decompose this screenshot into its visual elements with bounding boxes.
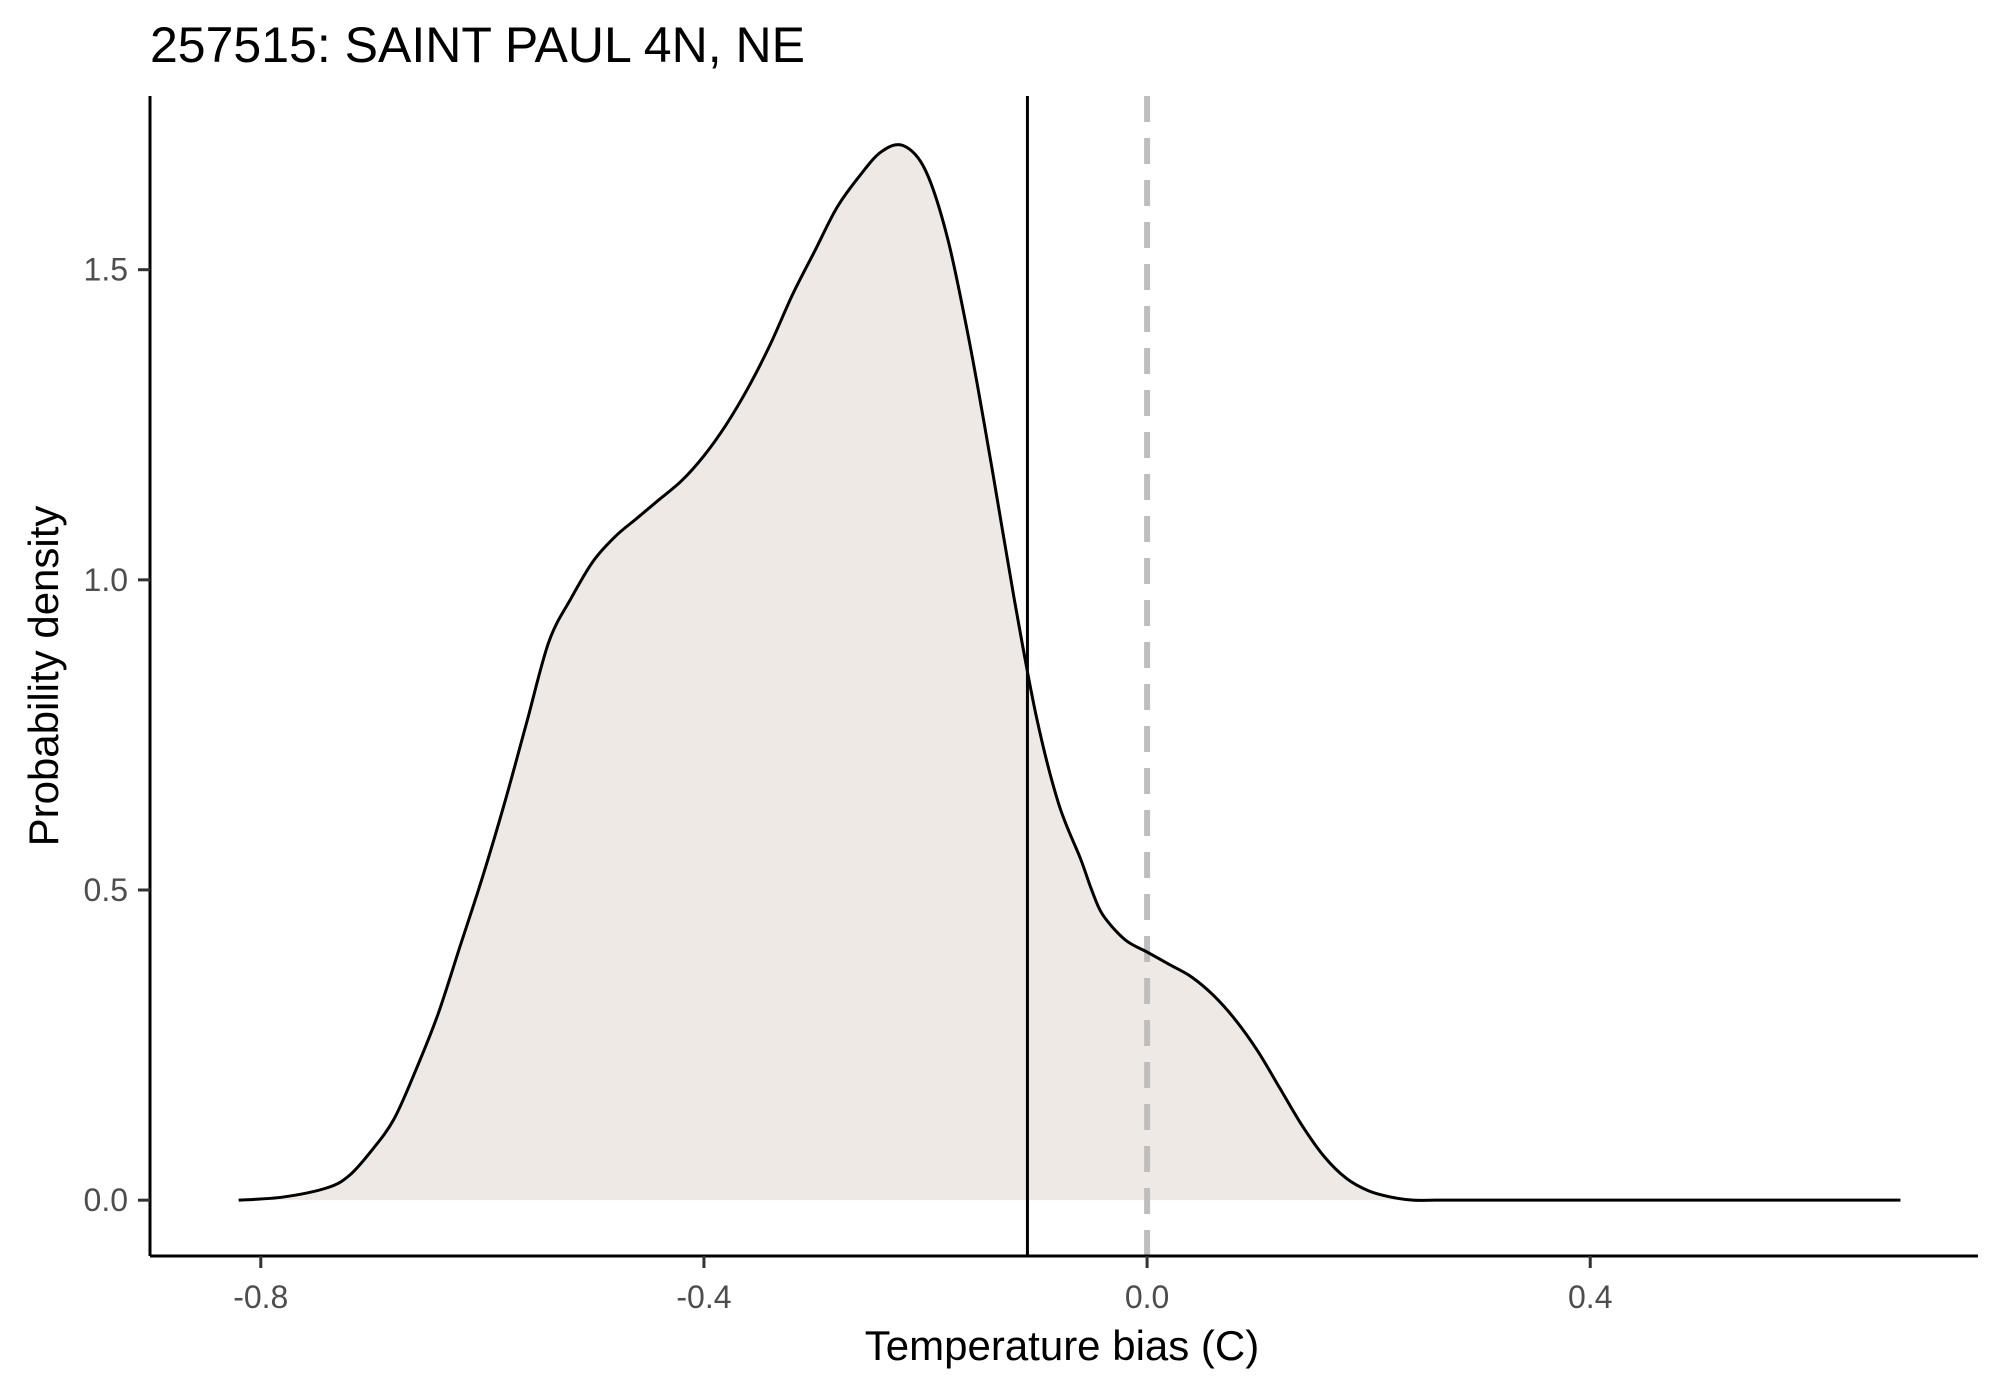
density-curve bbox=[238, 143, 1901, 1202]
x-tick-label: 0.0 bbox=[1125, 1279, 1169, 1315]
x-tick-label: 0.4 bbox=[1568, 1279, 1612, 1315]
density-area-fill bbox=[238, 144, 1901, 1201]
y-tick-label: 0.5 bbox=[84, 872, 128, 908]
x-tick-label: -0.4 bbox=[676, 1279, 731, 1315]
chart-title: 257515: SAINT PAUL 4N, NE bbox=[150, 17, 805, 73]
x-axis-title: Temperature bias (C) bbox=[865, 1322, 1259, 1369]
y-axis-title: Probability density bbox=[20, 506, 67, 847]
y-tick-label: 1.5 bbox=[84, 252, 128, 288]
axes: -0.8 -0.4 0.0 0.4 0.0 0.5 1.0 1.5 bbox=[84, 96, 1978, 1315]
y-tick-label: 1.0 bbox=[84, 562, 128, 598]
x-tick-label: -0.8 bbox=[233, 1279, 288, 1315]
plot-area bbox=[238, 96, 1901, 1256]
y-tick-label: 0.0 bbox=[84, 1182, 128, 1218]
